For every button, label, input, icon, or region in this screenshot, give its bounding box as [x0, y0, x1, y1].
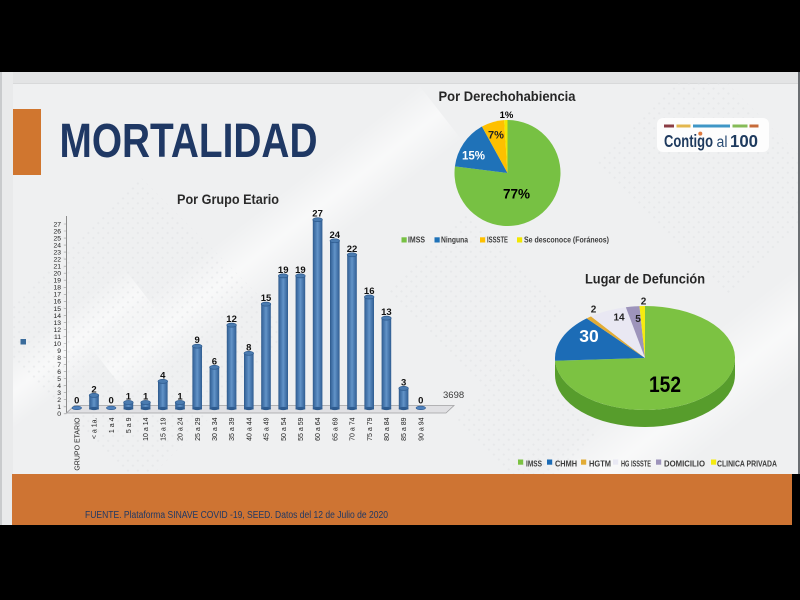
svg-text:5: 5	[57, 376, 61, 383]
svg-text:1 a 4: 1 a 4	[109, 417, 116, 433]
svg-text:15%: 15%	[462, 151, 485, 163]
svg-text:13: 13	[53, 320, 61, 327]
svg-text:21: 21	[53, 264, 61, 271]
svg-text:12: 12	[226, 314, 237, 325]
svg-text:FUENTE. Plataforma SINAVE COVI: FUENTE. Plataforma SINAVE COVID -19, SEE…	[85, 510, 388, 521]
svg-text:8: 8	[57, 355, 61, 362]
svg-text:Se desconoce (Foráneos): Se desconoce (Foráneos)	[524, 235, 609, 245]
svg-text:19: 19	[295, 265, 306, 276]
svg-text:0: 0	[109, 396, 114, 407]
svg-text:45 a 49: 45 a 49	[264, 417, 271, 440]
svg-text:Lugar de Defunción: Lugar de Defunción	[585, 271, 705, 287]
svg-text:85 a 89: 85 a 89	[401, 417, 408, 440]
svg-text:152: 152	[649, 372, 681, 397]
svg-text:HGTM: HGTM	[589, 459, 611, 469]
svg-text:al: al	[717, 134, 728, 151]
svg-text:2: 2	[641, 297, 647, 308]
svg-text:0: 0	[74, 396, 79, 407]
svg-text:0: 0	[418, 396, 423, 407]
svg-text:16: 16	[53, 299, 61, 306]
svg-text:9: 9	[57, 348, 61, 355]
svg-text:65 a 69: 65 a 69	[332, 417, 339, 440]
svg-text:2: 2	[91, 384, 96, 395]
svg-text:9: 9	[195, 335, 200, 346]
svg-text:14: 14	[53, 313, 61, 320]
svg-text:30 a 34: 30 a 34	[212, 417, 219, 440]
svg-text:CHMH: CHMH	[555, 459, 577, 469]
svg-text:22: 22	[347, 244, 358, 255]
svg-text:5: 5	[635, 314, 641, 325]
svg-text:1%: 1%	[500, 110, 514, 121]
svg-text:< a 1a.: < a 1a.	[92, 417, 99, 439]
svg-text:Ninguna: Ninguna	[441, 235, 468, 245]
svg-text:15: 15	[53, 306, 61, 313]
svg-text:7%: 7%	[488, 130, 504, 142]
svg-text:25: 25	[53, 236, 61, 243]
svg-text:75 a 79: 75 a 79	[367, 417, 374, 440]
svg-text:26: 26	[53, 228, 61, 235]
svg-text:80 a 84: 80 a 84	[384, 417, 391, 440]
svg-text:GRUPO ETARIO: GRUPO ETARIO	[74, 417, 81, 471]
svg-text:7: 7	[57, 362, 61, 369]
svg-text:Por Grupo Etario: Por Grupo Etario	[177, 192, 279, 207]
svg-text:24: 24	[53, 243, 61, 250]
svg-text:IMSS: IMSS	[408, 235, 425, 245]
svg-text:5 a 9: 5 a 9	[126, 417, 133, 433]
svg-text:20 a 24: 20 a 24	[178, 417, 185, 440]
svg-text:4: 4	[160, 370, 166, 381]
svg-text:30: 30	[579, 326, 599, 346]
svg-text:ISSSTE: ISSSTE	[487, 235, 508, 245]
svg-text:60 a 64: 60 a 64	[315, 417, 322, 440]
svg-text:Por Derechohabiencia: Por Derechohabiencia	[439, 88, 576, 104]
svg-text:18: 18	[53, 285, 61, 292]
svg-text:MORTALIDAD: MORTALIDAD	[60, 115, 318, 168]
svg-text:1: 1	[57, 404, 61, 411]
svg-text:27: 27	[53, 221, 61, 228]
svg-text:77%: 77%	[503, 187, 530, 202]
svg-text:25 a 29: 25 a 29	[195, 417, 202, 440]
svg-text:23: 23	[53, 250, 61, 257]
svg-text:27: 27	[312, 209, 323, 220]
svg-text:8: 8	[246, 342, 251, 353]
svg-text:3698: 3698	[443, 390, 464, 401]
svg-text:3: 3	[401, 377, 406, 388]
svg-text:IMSS: IMSS	[526, 459, 542, 469]
svg-text:1: 1	[126, 392, 132, 403]
svg-text:100: 100	[730, 131, 758, 151]
svg-text:Contigo: Contigo	[664, 131, 713, 151]
svg-text:17: 17	[53, 292, 61, 299]
svg-text:1: 1	[177, 392, 183, 403]
svg-text:24: 24	[330, 230, 341, 241]
svg-text:55 a 59: 55 a 59	[298, 417, 305, 440]
svg-text:10 a 14: 10 a 14	[143, 417, 150, 440]
svg-text:16: 16	[364, 286, 375, 297]
svg-text:19: 19	[53, 278, 61, 285]
svg-text:6: 6	[212, 356, 217, 367]
svg-text:12: 12	[53, 327, 61, 334]
svg-text:14: 14	[613, 313, 625, 324]
svg-text:20: 20	[53, 271, 61, 278]
svg-text:19: 19	[278, 265, 289, 276]
svg-text:1: 1	[143, 392, 149, 403]
svg-text:2: 2	[591, 305, 597, 316]
svg-text:3: 3	[57, 390, 61, 397]
svg-text:10: 10	[53, 341, 61, 348]
svg-text:11: 11	[54, 334, 61, 341]
svg-text:13: 13	[381, 307, 392, 318]
svg-text:22: 22	[53, 257, 61, 264]
svg-text:15 a 19: 15 a 19	[160, 417, 167, 440]
svg-text:15: 15	[261, 293, 272, 304]
svg-text:40 a 44: 40 a 44	[246, 417, 253, 440]
svg-text:CLINICA PRIVADA: CLINICA PRIVADA	[717, 459, 777, 469]
svg-text:2: 2	[57, 397, 61, 404]
svg-text:70 a 74: 70 a 74	[350, 417, 357, 440]
svg-text:4: 4	[57, 383, 61, 390]
svg-text:35 a 39: 35 a 39	[229, 417, 236, 440]
svg-text:0: 0	[57, 411, 61, 418]
svg-text:6: 6	[57, 369, 61, 376]
svg-text:DOMICILIO: DOMICILIO	[664, 459, 706, 469]
svg-text:90 a 94: 90 a 94	[418, 417, 425, 440]
svg-text:HG ISSSTE: HG ISSSTE	[621, 459, 651, 469]
svg-text:50 a 54: 50 a 54	[281, 417, 288, 440]
